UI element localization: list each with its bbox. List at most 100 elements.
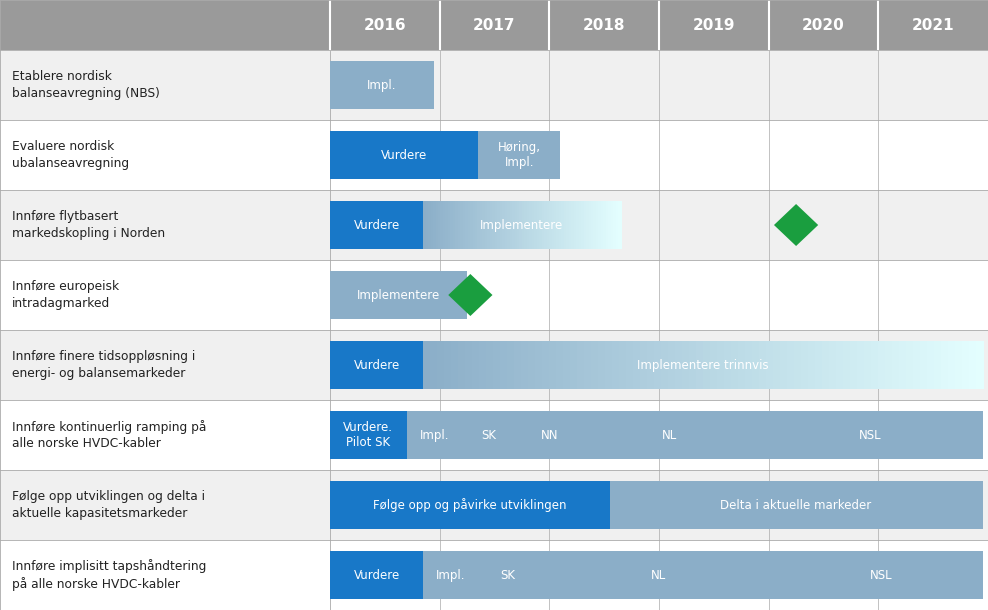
Bar [479, 341, 487, 389]
Bar [0, 120, 988, 190]
Bar [599, 201, 602, 249]
Bar [436, 201, 439, 249]
Bar [941, 341, 948, 389]
Bar [330, 341, 423, 389]
Bar [461, 411, 517, 459]
Bar [448, 201, 452, 249]
Bar [808, 341, 816, 389]
Bar [702, 341, 710, 389]
Bar [605, 341, 613, 389]
Bar [502, 201, 506, 249]
Text: Impl.: Impl. [368, 79, 397, 92]
Bar [532, 201, 535, 249]
Bar [490, 201, 493, 249]
Text: Innføre kontinuerlig ramping på
alle norske HVDC-kabler: Innføre kontinuerlig ramping på alle nor… [12, 420, 206, 450]
Bar [559, 201, 562, 249]
Bar [535, 341, 543, 389]
Bar [877, 341, 885, 389]
Bar [330, 271, 467, 319]
Bar [0, 470, 988, 540]
Bar [724, 341, 732, 389]
Bar [431, 201, 434, 249]
Bar [330, 61, 434, 109]
Bar [836, 341, 844, 389]
Bar [441, 201, 444, 249]
Bar [423, 341, 431, 389]
Bar [477, 201, 481, 249]
Bar [428, 201, 432, 249]
Bar [647, 341, 655, 389]
Bar [505, 201, 508, 249]
Bar [766, 341, 774, 389]
Bar [536, 201, 540, 249]
Bar [850, 341, 858, 389]
Bar [633, 341, 641, 389]
Bar [954, 341, 962, 389]
Bar [752, 341, 760, 389]
Bar [472, 201, 476, 249]
Bar [780, 341, 787, 389]
Bar [975, 341, 983, 389]
Bar [584, 341, 592, 389]
Bar [330, 411, 407, 459]
Bar [591, 201, 595, 249]
Text: Innføre europeisk
intradagmarked: Innføre europeisk intradagmarked [12, 280, 119, 310]
Bar [485, 201, 488, 249]
Bar [609, 201, 612, 249]
Bar [556, 341, 564, 389]
Bar [682, 341, 690, 389]
Bar [433, 201, 437, 249]
Text: SK: SK [501, 569, 516, 581]
Bar [478, 551, 538, 599]
Bar [675, 341, 683, 389]
Bar [661, 341, 669, 389]
Bar [773, 341, 781, 389]
Text: Implementere trinnvis: Implementere trinnvis [637, 359, 769, 371]
Text: NL: NL [651, 569, 667, 581]
Bar [598, 341, 606, 389]
Bar [822, 341, 830, 389]
Text: Innføre flytbasert
markedskopling i Norden: Innføre flytbasert markedskopling i Nord… [12, 210, 165, 240]
Text: NL: NL [662, 428, 678, 442]
Bar [564, 201, 567, 249]
Bar [870, 341, 878, 389]
Text: Innføre implisitt tapshåndtering
på alle norske HVDC-kabler: Innføre implisitt tapshåndtering på alle… [12, 559, 206, 591]
Bar [574, 201, 577, 249]
Text: Implementere: Implementere [357, 289, 441, 301]
Bar [423, 201, 427, 249]
Bar [512, 201, 516, 249]
Bar [542, 341, 550, 389]
Bar [759, 341, 767, 389]
Bar [589, 201, 592, 249]
Bar [493, 341, 501, 389]
Bar [668, 341, 676, 389]
Bar [591, 341, 599, 389]
Bar [507, 341, 515, 389]
Bar [927, 341, 935, 389]
Bar [815, 341, 823, 389]
Bar [891, 341, 900, 389]
Bar [500, 341, 508, 389]
Bar [857, 341, 864, 389]
Bar [899, 341, 907, 389]
Bar [472, 341, 480, 389]
Text: SK: SK [481, 428, 497, 442]
Bar [549, 201, 552, 249]
Text: Høring,
Impl.: Høring, Impl. [498, 141, 540, 169]
Text: 2018: 2018 [583, 18, 625, 32]
Bar [738, 341, 746, 389]
Bar [800, 341, 809, 389]
Text: Impl.: Impl. [420, 428, 449, 442]
Bar [717, 341, 725, 389]
Bar [525, 201, 528, 249]
Bar [445, 341, 453, 389]
Bar [569, 201, 572, 249]
Bar [497, 201, 501, 249]
Bar [616, 201, 619, 249]
Bar [478, 131, 560, 179]
Bar [561, 201, 565, 249]
Bar [563, 341, 571, 389]
Text: 2019: 2019 [693, 18, 735, 32]
Bar [465, 341, 473, 389]
Bar [786, 341, 794, 389]
